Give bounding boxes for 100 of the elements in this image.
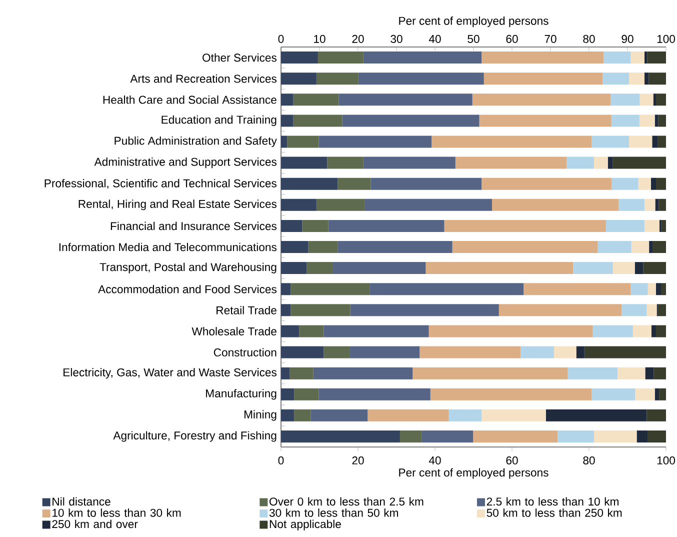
- y-tick-label: Financial and Insurance Services: [110, 222, 277, 230]
- bar: [452, 241, 598, 254]
- y-tick-label: Education and Training: [162, 115, 276, 126]
- bar: [281, 409, 294, 422]
- bar: [473, 430, 558, 442]
- x2-tick-label: 70: [544, 34, 556, 43]
- x-tick-label: 0: [278, 456, 284, 464]
- bar: [653, 94, 656, 106]
- bar: [622, 304, 647, 316]
- bar: [364, 198, 492, 211]
- bar: [655, 198, 659, 211]
- bar: [294, 409, 311, 422]
- bar: [546, 409, 647, 422]
- bar: [652, 241, 666, 254]
- bar: [455, 156, 567, 169]
- x-tick-label: 100: [657, 456, 676, 464]
- bar: [370, 283, 524, 296]
- bar: [310, 409, 368, 422]
- y-tick-label: Other Services: [202, 53, 277, 62]
- x2-tick-label: 80: [583, 34, 595, 43]
- legend-label: 50 km to less than 250 km: [486, 508, 622, 517]
- bar: [498, 304, 622, 316]
- bar: [281, 346, 324, 358]
- bar: [606, 220, 644, 232]
- bar: [281, 156, 328, 169]
- bar: [618, 198, 644, 211]
- x-tick-label: 80: [583, 456, 595, 464]
- bar: [368, 409, 449, 422]
- y-tick-label: Mining: [244, 410, 276, 421]
- bar: [658, 198, 666, 211]
- bar: [316, 198, 365, 211]
- bar: [302, 220, 328, 232]
- bar: [338, 94, 472, 106]
- bar: [363, 156, 456, 169]
- bar: [636, 430, 648, 442]
- bar: [444, 220, 606, 232]
- x2-tick-label: 100: [657, 34, 676, 43]
- x-axis-title: Per cent of employed persons: [399, 468, 548, 479]
- y-tick-label: Professional, Scientific and Technical Services: [44, 179, 276, 189]
- bar: [644, 72, 649, 85]
- bar: [639, 114, 655, 127]
- bar: [568, 367, 618, 380]
- bar: [648, 283, 656, 296]
- bar: [281, 325, 300, 338]
- y-tick-label: Electricity, Gas, Water and Waste Services: [64, 368, 277, 379]
- x2-tick-label: 40: [428, 34, 441, 43]
- legend-label: Over 0 km to less than 2.5 km: [270, 497, 424, 506]
- x2-tick-label: 30: [390, 34, 402, 43]
- y-tick-label: Retail Trade: [216, 306, 276, 314]
- bar: [338, 241, 452, 254]
- bar: [598, 241, 632, 254]
- bar: [630, 283, 648, 296]
- bar: [654, 388, 660, 400]
- bar: [647, 52, 666, 64]
- y-tick-label: Arts and Recreation Services: [130, 74, 277, 83]
- bar: [612, 156, 666, 169]
- bar: [524, 283, 631, 296]
- bar: [318, 388, 430, 400]
- bar: [610, 94, 640, 106]
- bar: [287, 136, 319, 148]
- bar: [281, 241, 308, 254]
- bar: [656, 178, 666, 190]
- bar: [643, 262, 666, 274]
- bar: [604, 52, 631, 64]
- y-tick-label: Health Care and Social Assistance: [103, 95, 276, 104]
- x-tick-label: 20: [352, 456, 364, 464]
- bar: [651, 325, 656, 338]
- bar: [472, 94, 611, 106]
- y-tick-label: Construction: [214, 348, 276, 356]
- bar: [629, 72, 644, 85]
- legend-label: Not applicable: [270, 520, 341, 530]
- bar: [612, 178, 638, 190]
- y-tick-label: Transport, Postal and Warehousing: [100, 262, 276, 274]
- bar: [658, 136, 666, 148]
- bar: [324, 346, 350, 358]
- bar: [654, 367, 666, 380]
- y-tick-label: Accommodation and Food Services: [98, 284, 277, 294]
- bar: [648, 72, 666, 85]
- bar: [482, 178, 612, 190]
- bar: [594, 156, 608, 169]
- bar: [632, 325, 652, 338]
- legend-label: 30 km to less than 50 km: [269, 508, 398, 517]
- bar: [289, 367, 314, 380]
- x2-tick-label: 90: [622, 34, 634, 43]
- bar: [306, 262, 333, 274]
- bar: [281, 304, 291, 316]
- bar: [644, 52, 648, 64]
- bar: [290, 283, 370, 296]
- bar: [482, 52, 604, 64]
- bar: [290, 304, 350, 316]
- bar: [646, 409, 666, 422]
- bar: [661, 220, 666, 232]
- bar: [602, 72, 630, 85]
- x2-axis-title: Per cent of employed persons: [399, 16, 548, 28]
- bar: [363, 52, 482, 64]
- bar: [281, 388, 294, 400]
- bar: [640, 94, 654, 106]
- bar: [281, 367, 290, 380]
- bar: [293, 94, 339, 106]
- bar: [648, 430, 666, 442]
